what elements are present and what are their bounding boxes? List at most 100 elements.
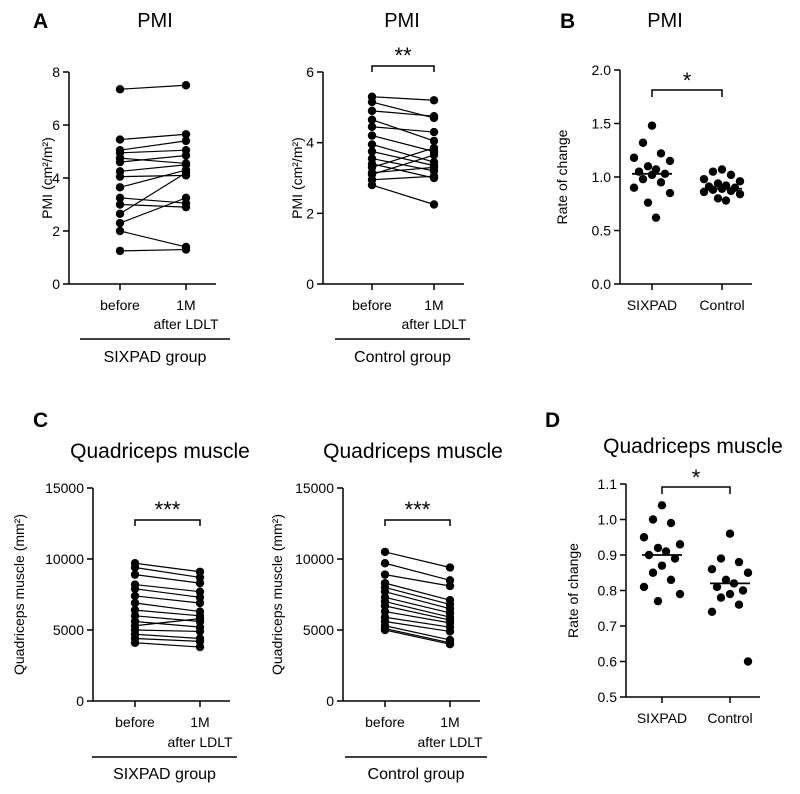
data-point [708, 185, 718, 195]
pair-line [119, 164, 187, 172]
pair-line [371, 150, 435, 167]
y-tick-label: 2.0 [592, 62, 612, 78]
pair-line [371, 119, 435, 142]
point-after [181, 151, 191, 160]
panel-letter-a: A [33, 10, 48, 33]
data-point [675, 540, 685, 549]
data-point [656, 149, 666, 158]
y-axis-label: Quadriceps muscle (mm²) [11, 514, 27, 675]
data-point [639, 582, 649, 592]
x-sublabel: after LDLT [167, 734, 233, 750]
point-before [367, 180, 377, 190]
point-before [380, 625, 390, 635]
y-axis-label: PMI (cm²/m²) [39, 137, 55, 219]
data-point [648, 568, 658, 577]
x-sublabel: after LDLT [401, 316, 467, 332]
data-point [735, 189, 745, 199]
data-point [648, 515, 658, 524]
y-axis-label: Rate of change [565, 543, 581, 638]
data-point [721, 196, 731, 205]
x-category-label: before [365, 714, 405, 730]
x-category-label: before [115, 714, 155, 730]
chart-4: Quadriceps muscle 0 5000 10000 15000 Quadrice… [11, 440, 250, 783]
point-before [115, 218, 125, 228]
data-point [743, 657, 753, 666]
point-after [181, 202, 191, 212]
data-point [629, 153, 639, 162]
data-point [735, 177, 745, 186]
data-point [665, 188, 675, 198]
point-after [195, 578, 205, 588]
chart-title: Quadriceps muscle [603, 435, 783, 458]
y-tick-label: 0 [52, 276, 60, 292]
chart-5: Quadriceps muscle 0 5000 10000 15000 Quadrice… [269, 440, 503, 783]
pair-line [119, 248, 187, 252]
chart-6: Quadriceps muscle 0.5 0.6 0.7 0.8 0.9 1.0 1.1 Ra… [565, 435, 783, 726]
point-after [429, 200, 439, 209]
y-tick-label: 1.0 [598, 512, 618, 528]
pair-line [119, 172, 187, 215]
pair-line [119, 197, 187, 224]
pair-line [371, 110, 435, 117]
point-before [367, 115, 377, 124]
y-tick-label: 5000 [303, 622, 334, 638]
data-point [725, 589, 735, 599]
pair-line [371, 166, 435, 174]
y-tick-label: 1.1 [598, 476, 618, 492]
point-after [429, 96, 439, 105]
pair-line [119, 84, 187, 90]
pair-line [134, 637, 201, 642]
point-after [181, 130, 191, 139]
y-tick-label: 2 [52, 223, 60, 239]
y-axis-label: PMI (cm²/m²) [289, 137, 305, 219]
y-tick-label: 15000 [45, 480, 84, 496]
point-before [367, 97, 377, 107]
y-tick-label: 4 [306, 135, 314, 151]
x-sublabel: after LDLT [153, 316, 219, 332]
data-point [647, 121, 657, 130]
point-before [115, 226, 125, 236]
point-before [115, 183, 125, 192]
point-before [115, 200, 125, 209]
data-point [665, 156, 675, 166]
point-before [367, 131, 377, 140]
pair-line [119, 197, 187, 204]
pair-line [134, 583, 201, 593]
data-point [712, 582, 722, 592]
pair-line [134, 642, 201, 648]
chart-3: PMI 0.0 0.5 1.0 1.5 2.0 Rate of change SIXPAD Co… [554, 10, 752, 313]
y-tick-label: 10000 [295, 551, 334, 567]
y-tick-label: 4 [52, 170, 60, 186]
point-after [445, 640, 455, 649]
point-after [445, 563, 455, 572]
pair-line [134, 595, 201, 604]
point-after [429, 172, 439, 181]
data-point [661, 547, 671, 556]
y-tick-label: 10000 [45, 551, 84, 567]
pair-line [134, 618, 201, 627]
pair-line [384, 610, 451, 624]
pair-line [134, 562, 201, 573]
point-before [367, 168, 377, 177]
data-point [653, 596, 663, 606]
pair-line [384, 627, 451, 644]
x-category-label: Control [707, 710, 752, 726]
point-before [115, 157, 125, 167]
data-point [657, 501, 667, 510]
y-tick-label: 0.6 [598, 654, 618, 670]
significance-label: ** [394, 43, 412, 68]
data-point [699, 187, 709, 197]
pair-line [134, 588, 201, 598]
point-before [130, 638, 140, 647]
x-category-label: 1M [190, 714, 209, 730]
data-point [708, 167, 718, 176]
point-before [115, 85, 125, 94]
significance-bracket [384, 519, 451, 526]
pair-line [384, 625, 451, 641]
significance-label: * [683, 68, 692, 93]
pair-line [119, 203, 187, 208]
point-before [367, 147, 377, 156]
pair-line [119, 149, 187, 154]
significance-label: *** [155, 497, 181, 522]
point-after [445, 581, 455, 591]
